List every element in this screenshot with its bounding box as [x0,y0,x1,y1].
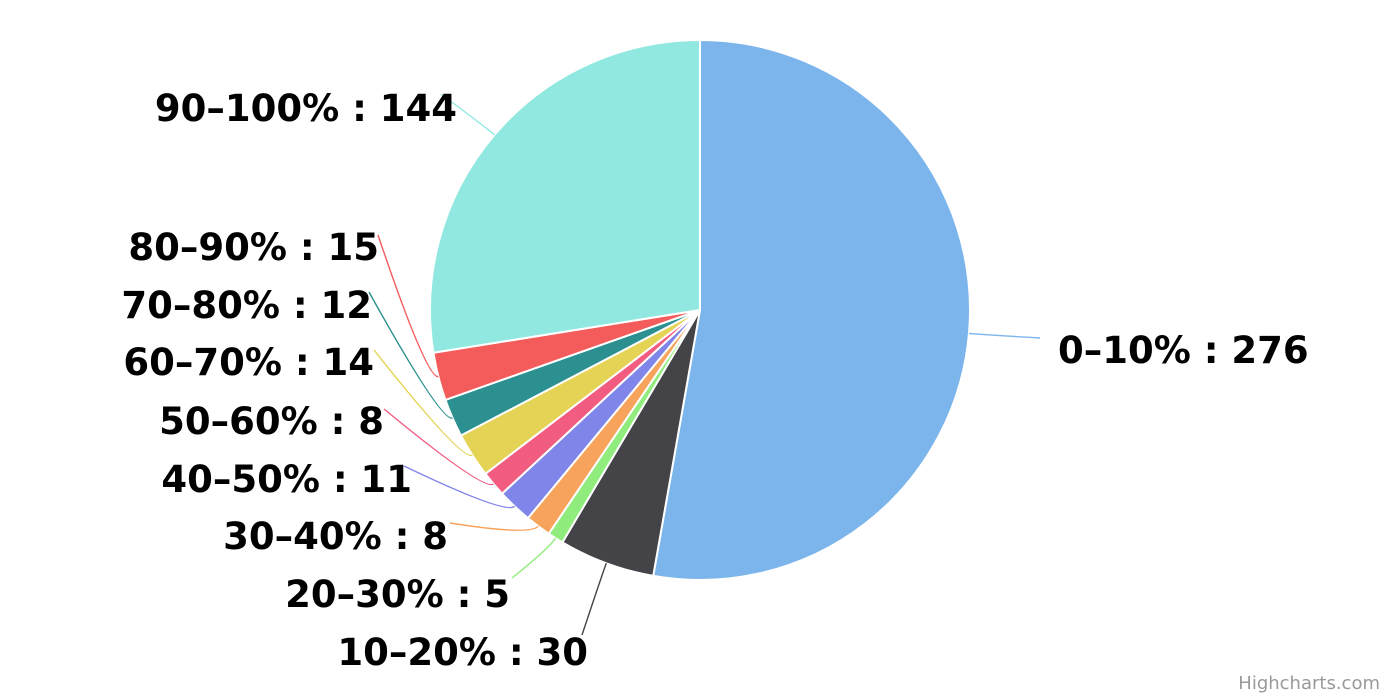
data-label-connectors [368,93,1041,636]
data-label-10-20%: 10–20% : 30 [337,631,588,674]
connector-60-70% [373,349,473,457]
connector-40-50% [403,465,516,509]
data-label-0-10%: 0–10% : 276 [1058,329,1309,372]
pie-slices [429,39,971,581]
connector-0-10% [968,332,1041,339]
data-label-80-90%: 80–90% : 15 [128,226,379,269]
pie-slice-90-100%[interactable] [429,39,701,354]
data-label-50-60%: 50–60% : 8 [159,400,384,443]
connector-10-20% [581,562,607,636]
credits-link[interactable]: Highcharts.com [1238,673,1380,694]
connector-30-40% [449,522,539,531]
data-label-60-70%: 60–70% : 14 [123,341,374,384]
data-label-40-50%: 40–50% : 11 [161,458,412,501]
data-label-20-30%: 20–30% : 5 [285,573,510,616]
connector-20-30% [511,537,557,579]
data-label-70-80%: 70–80% : 12 [121,284,372,327]
connector-50-60% [383,408,494,486]
connector-70-80% [368,291,453,419]
connector-90-100% [440,93,495,136]
data-label-30-40%: 30–40% : 8 [223,515,448,558]
data-label-90-100%: 90–100% : 144 [155,87,457,130]
connector-80-90% [377,234,439,378]
pie-slice-0-10%[interactable] [652,39,971,581]
data-labels: 0–10% : 276 10–20% : 30 20–30% : 5 30–40% :… [121,87,1308,674]
